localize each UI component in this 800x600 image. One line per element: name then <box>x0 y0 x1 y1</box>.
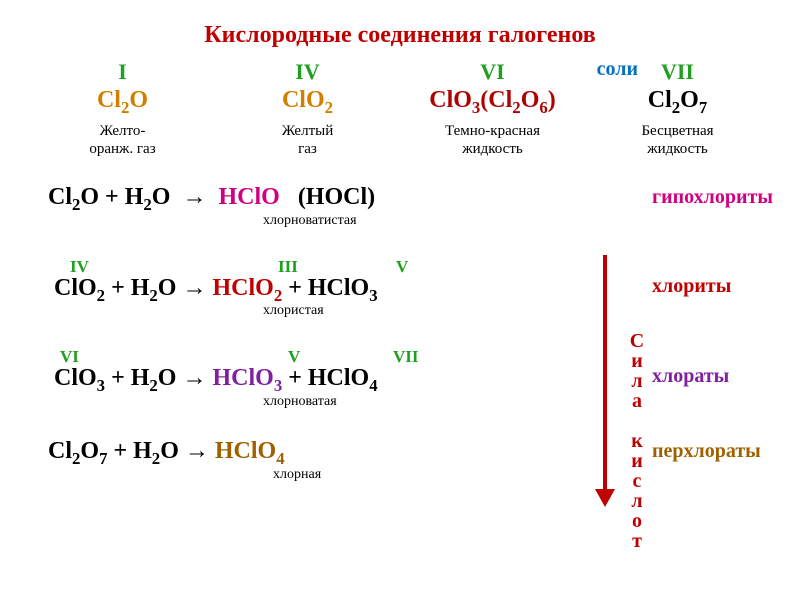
oxidation-state: IV <box>215 59 400 85</box>
arrow-line <box>603 255 607 490</box>
oxidation-state: I <box>30 59 215 85</box>
ox-label: V <box>288 347 300 367</box>
reactions-block: Cl2O + H2O → HClO (HOCl)хлорноватистаяги… <box>48 184 770 483</box>
oxide-description: Бесцветнаяжидкость <box>585 122 770 158</box>
ox-label: VII <box>393 347 419 367</box>
salt-label: хлориты <box>652 257 792 298</box>
reaction-equation: ClO2 + H2O → HClO2 + HClO3 <box>48 275 518 306</box>
oxidation-state: VI <box>400 59 585 85</box>
oxide-formula: Cl2O <box>97 87 148 113</box>
oxide-description: Желто-оранж. газ <box>30 122 215 158</box>
reaction-column: VI V VII ClO3 + H2O → HClO3 + HClO4хлорнов… <box>48 347 518 410</box>
ox-label: III <box>278 257 298 277</box>
reaction-column: Cl2O + H2O → HClO (HOCl)хлорноватистая <box>48 184 518 229</box>
oxide-description: Желтыйгаз <box>215 122 400 158</box>
salt-label: перхлораты <box>652 438 792 463</box>
oxide-column: VIClO3(Cl2O6) Темно-краснаяжидкость <box>400 59 585 158</box>
acid-strength-arrow <box>595 255 615 507</box>
ox-label: V <box>396 257 408 277</box>
reaction-row: VI V VII ClO3 + H2O → HClO3 + HClO4хлорнов… <box>48 347 770 410</box>
acid-name: хлорная <box>273 467 518 483</box>
reaction-row: Cl2O7 + H2O → HClO4хлорнаяперхлораты <box>48 438 770 483</box>
arrow-label: Сила кислот <box>625 330 648 550</box>
reaction-column: Cl2O7 + H2O → HClO4хлорная <box>48 438 518 483</box>
reaction-equation: Cl2O7 + H2O → HClO4 <box>48 438 518 469</box>
acid-name: хлорноватистая <box>263 213 518 229</box>
reaction-row: IV III V ClO2 + H2O → HClO2 + HClO3хлорист… <box>48 257 770 320</box>
soli-label: соли <box>590 55 645 84</box>
reaction-equation: ClO3 + H2O → HClO3 + HClO4 <box>48 365 518 396</box>
acid-name: хлорноватая <box>263 394 518 410</box>
reaction-column: IV III V ClO2 + H2O → HClO2 + HClO3хлорист… <box>48 257 518 320</box>
acid-name: хлористая <box>263 303 518 319</box>
reaction-row: Cl2O + H2O → HClO (HOCl)хлорноватистаяги… <box>48 184 770 229</box>
oxide-formula: ClO3(Cl2O6) <box>429 87 556 113</box>
oxide-column: IVClO2 Желтыйгаз <box>215 59 400 158</box>
page-title: Кислородные соединения галогенов <box>30 22 770 49</box>
oxide-formula: ClO2 <box>282 87 333 113</box>
oxide-description: Темно-краснаяжидкость <box>400 122 585 158</box>
ox-label: VI <box>60 347 79 367</box>
oxide-column: ICl2O Желто-оранж. газ <box>30 59 215 158</box>
ox-label: IV <box>70 257 89 277</box>
salt-label: гипохлориты <box>652 184 792 209</box>
salt-label: хлораты <box>652 347 792 388</box>
reaction-equation: Cl2O + H2O → HClO (HOCl) <box>48 184 518 215</box>
oxide-formula: Cl2O7 <box>648 87 707 113</box>
arrow-head-icon <box>595 489 615 507</box>
oxides-row: ICl2OЖелто-оранж. газIVClO2ЖелтыйгазVICl… <box>30 59 770 158</box>
